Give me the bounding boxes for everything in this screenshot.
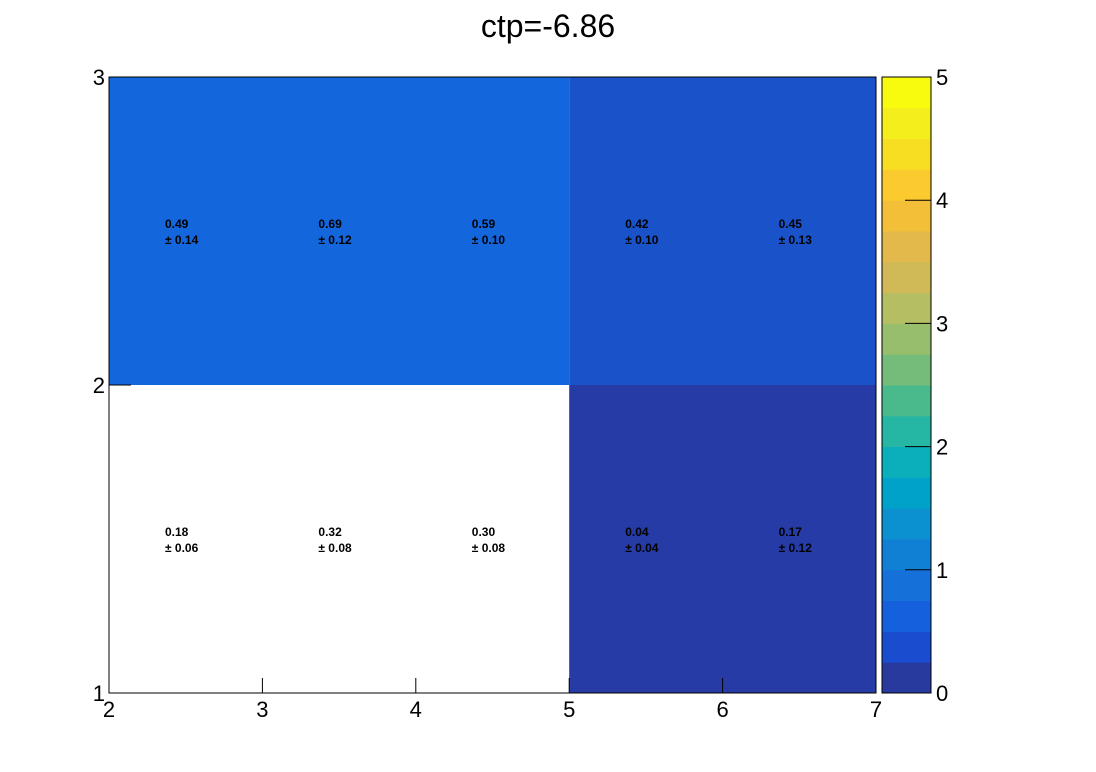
colorbar-band: [882, 477, 931, 509]
cell-error-label: ± 0.06: [165, 541, 199, 555]
cell-error-label: ± 0.10: [625, 233, 659, 247]
colorbar-band: [882, 354, 931, 386]
colorbar-band: [882, 600, 931, 632]
x-tick-label: 3: [256, 697, 268, 722]
colorbar-band: [882, 138, 931, 170]
cell-value-label: 0.04: [625, 525, 649, 539]
cell-labels: 0.49 ± 0.14 0.69 ± 0.12 0.59 ± 0.10 0.42 ± 0.10…: [165, 217, 812, 555]
cell-value-label: 0.17: [779, 525, 803, 539]
colorbar-tick-label: 1: [936, 558, 948, 583]
cell-error-label: ± 0.10: [472, 233, 506, 247]
cell-value-label: 0.59: [472, 217, 496, 231]
colorbar-tick-label: 4: [936, 188, 948, 213]
colorbar-band: [882, 200, 931, 232]
colorbar-band: [882, 323, 931, 355]
colorbar-tick-label: 0: [936, 681, 948, 706]
colorbar-tick-label: 3: [936, 311, 948, 336]
colorbar-band: [882, 107, 931, 140]
cell-value-label: 0.45: [779, 217, 803, 231]
colorbar-tick-label: 2: [936, 435, 948, 460]
colorbar-tick-label: 5: [936, 65, 948, 90]
cell-value-label: 0.32: [318, 525, 342, 539]
cell-value-label: 0.30: [472, 525, 496, 539]
cell-value-label: 0.42: [625, 217, 649, 231]
colorbar-band: [882, 231, 931, 263]
cell-error-label: ± 0.12: [318, 233, 352, 247]
colorbar-band: [882, 169, 931, 201]
colorbar-band: [882, 539, 931, 571]
cell-error-label: ± 0.08: [472, 541, 506, 555]
cell-value-label: 0.69: [318, 217, 342, 231]
heatmap-region-0: [109, 77, 570, 385]
cell-error-label: ± 0.08: [318, 541, 352, 555]
cell-error-label: ± 0.12: [779, 541, 813, 555]
x-tick-label: 6: [716, 697, 728, 722]
x-tick-label: 2: [103, 697, 115, 722]
colorbar-band: [882, 631, 931, 663]
colorbar-band: [882, 508, 931, 540]
cell-error-label: ± 0.04: [625, 541, 659, 555]
colorbar-band: [882, 662, 931, 694]
colorbar-band: [882, 77, 931, 109]
cell-error-label: ± 0.14: [165, 233, 199, 247]
heatmap-region-1: [569, 77, 876, 385]
colorbar-band: [882, 446, 931, 478]
x-tick-label: 7: [870, 697, 882, 722]
cell-value-label: 0.49: [165, 217, 189, 231]
heatmap-region-2: [569, 385, 876, 693]
cell-error-label: ± 0.13: [779, 233, 813, 247]
chart-title: ctp=-6.86: [481, 8, 615, 44]
x-tick-label: 4: [410, 697, 422, 722]
colorbar: 0 1 2 3 4 5: [881, 65, 948, 706]
y-tick-label: 3: [93, 65, 105, 90]
colorbar-band: [882, 385, 931, 417]
colorbar-band: [882, 292, 931, 324]
colorbar-band: [882, 415, 931, 448]
y-tick-label: 1: [93, 681, 105, 706]
y-tick-label: 2: [93, 373, 105, 398]
colorbar-band: [882, 261, 931, 294]
x-tick-label: 5: [563, 697, 575, 722]
heatmap-cells: [109, 77, 876, 693]
cell-value-label: 0.18: [165, 525, 189, 539]
colorbar-band: [882, 569, 931, 602]
